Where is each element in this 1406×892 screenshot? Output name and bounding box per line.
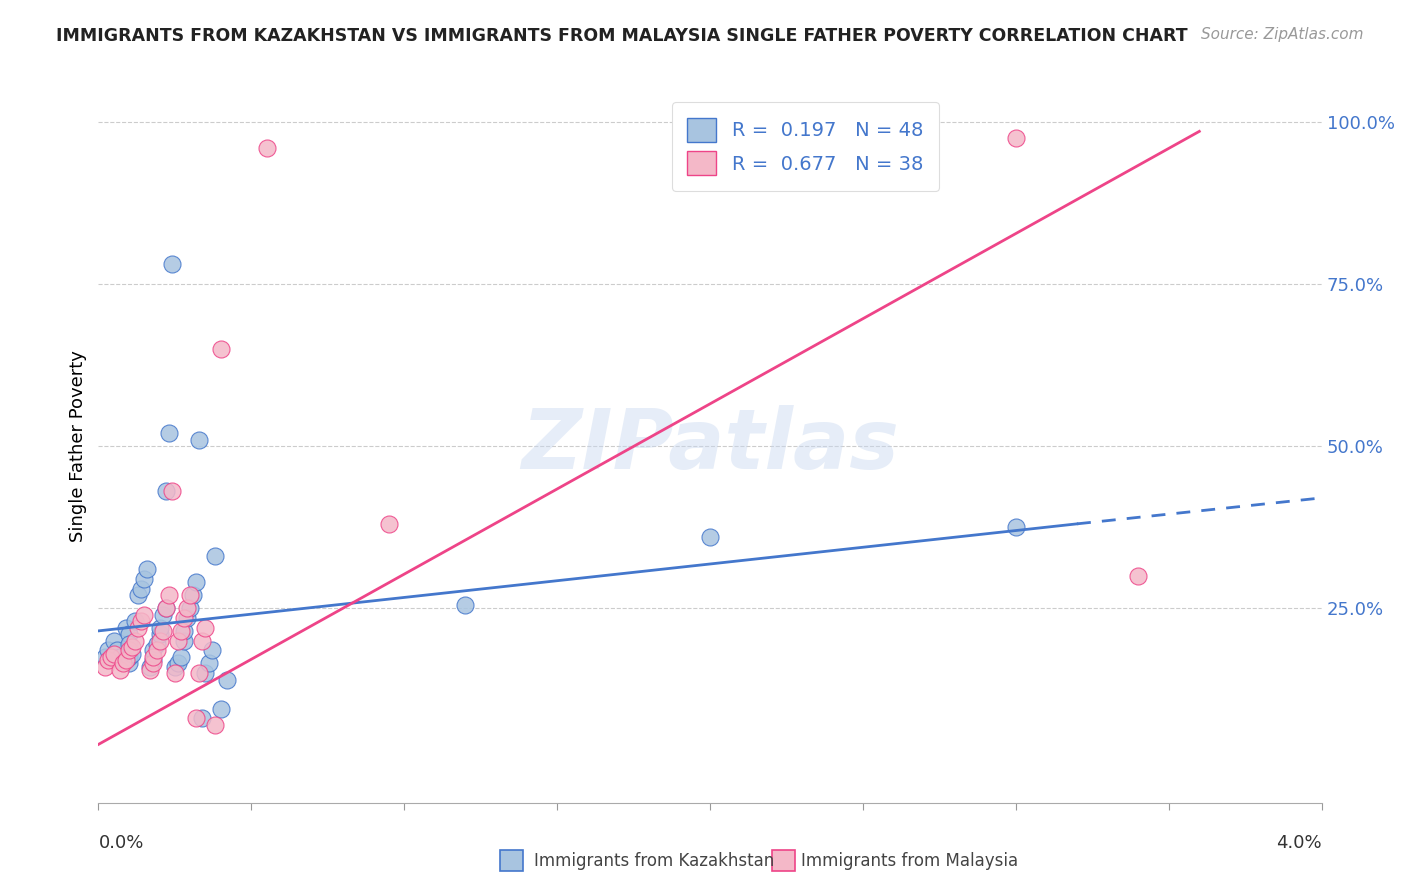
Point (142, 657, 165, 671)
Point (157, 425, 180, 440)
Point (176, 611, 198, 625)
Point (167, 657, 190, 671)
Point (454, 598, 477, 612)
Point (118, 637, 141, 651)
Point (145, 643, 167, 657)
Point (93, 659, 115, 673)
Point (197, 657, 219, 671)
Point (163, 666, 186, 681)
Point (139, 663, 162, 677)
Text: 0.0%: 0.0% (98, 834, 143, 852)
Point (152, 624, 174, 638)
Point (142, 653, 165, 667)
Text: Immigrants from Malaysia: Immigrants from Malaysia (801, 852, 1018, 870)
Point (111, 654, 134, 668)
Bar (501, 850, 523, 871)
Point (1128, 568, 1150, 582)
Point (127, 621, 149, 635)
Point (215, 673, 238, 687)
Point (1004, 520, 1026, 534)
Point (163, 659, 186, 673)
Point (194, 621, 217, 635)
Y-axis label: Single Father Poverty: Single Father Poverty (69, 350, 87, 542)
Point (149, 621, 172, 635)
Point (115, 653, 138, 667)
Point (204, 549, 226, 564)
Point (149, 627, 172, 641)
Point (134, 572, 156, 586)
Point (103, 647, 125, 661)
Point (204, 718, 226, 732)
Point (100, 649, 122, 664)
Text: Immigrants from Kazakhstan: Immigrants from Kazakhstan (534, 852, 775, 870)
Point (97, 643, 120, 657)
Point (155, 601, 177, 615)
Text: 4.0%: 4.0% (1277, 834, 1322, 852)
Point (127, 588, 149, 602)
Point (97, 653, 120, 667)
Point (209, 702, 232, 716)
Point (179, 588, 201, 602)
Point (129, 582, 152, 596)
Text: IMMIGRANTS FROM KAZAKHSTAN VS IMMIGRANTS FROM MALAYSIA SINGLE FATHER POVERTY COR: IMMIGRANTS FROM KAZAKHSTAN VS IMMIGRANTS… (56, 27, 1188, 45)
Point (170, 649, 193, 664)
Point (111, 657, 134, 671)
Point (191, 633, 214, 648)
Point (155, 484, 177, 499)
Point (157, 588, 180, 602)
Point (188, 433, 211, 447)
Point (149, 633, 172, 648)
Point (105, 643, 128, 657)
Point (173, 624, 195, 638)
Point (145, 637, 167, 651)
Point (118, 657, 141, 671)
Point (1004, 131, 1026, 145)
Point (160, 484, 183, 499)
Point (118, 627, 141, 641)
Text: Source: ZipAtlas.com: Source: ZipAtlas.com (1201, 27, 1364, 42)
Point (200, 643, 222, 657)
Point (170, 624, 193, 638)
Point (186, 575, 208, 590)
Point (176, 601, 198, 615)
Point (160, 257, 183, 271)
Point (186, 711, 208, 725)
Legend: R =  0.197   N = 48, R =  0.677   N = 38: R = 0.197 N = 48, R = 0.677 N = 38 (672, 103, 939, 191)
Point (136, 562, 159, 576)
Point (188, 666, 211, 681)
Point (152, 607, 174, 622)
Point (103, 633, 125, 648)
Point (115, 621, 138, 635)
Point (134, 607, 156, 622)
Point (121, 640, 143, 654)
Point (121, 647, 143, 661)
Point (179, 601, 201, 615)
Point (699, 530, 721, 544)
Point (118, 643, 141, 657)
Point (155, 601, 177, 615)
Point (124, 633, 146, 648)
Point (93, 649, 115, 664)
Point (142, 643, 165, 657)
Point (181, 588, 204, 602)
Point (124, 614, 146, 628)
Point (173, 611, 195, 625)
Point (139, 659, 162, 673)
Point (167, 633, 190, 648)
Text: ZIPatlas: ZIPatlas (522, 406, 898, 486)
Bar (772, 850, 794, 871)
Point (142, 649, 165, 664)
Point (256, 140, 278, 154)
Point (108, 649, 131, 664)
Point (191, 711, 214, 725)
Point (129, 614, 152, 628)
Point (118, 649, 141, 664)
Point (173, 633, 195, 648)
Point (194, 666, 217, 681)
Point (209, 342, 232, 356)
Point (378, 516, 401, 531)
Point (108, 663, 131, 677)
